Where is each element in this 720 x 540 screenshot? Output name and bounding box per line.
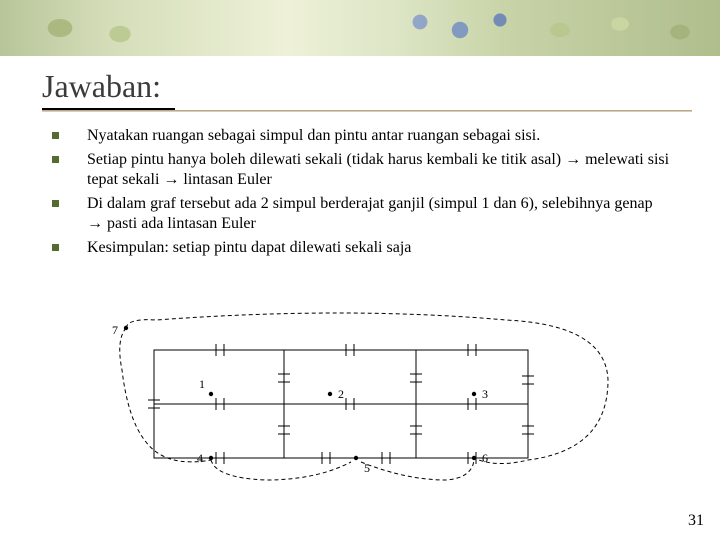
- bullet-icon: [52, 132, 59, 139]
- bullet-text: Di dalam graf tersebut ada 2 simpul berd…: [87, 194, 672, 234]
- svg-text:6: 6: [482, 451, 488, 465]
- bullet-text: Nyatakan ruangan sebagai simpul dan pint…: [87, 126, 540, 146]
- svg-text:1: 1: [199, 377, 205, 391]
- svg-text:3: 3: [482, 387, 488, 401]
- list-item: Di dalam graf tersebut ada 2 simpul berd…: [52, 194, 672, 234]
- bullet-icon: [52, 200, 59, 207]
- euler-graph-diagram: 7 1 2 3 4 5 6: [96, 310, 636, 485]
- list-item: Kesimpulan: setiap pintu dapat dilewati …: [52, 238, 672, 258]
- page-title: Jawaban:: [42, 68, 161, 105]
- page-number: 31: [688, 512, 704, 530]
- bullet-list: Nyatakan ruangan sebagai simpul dan pint…: [52, 126, 672, 262]
- bullet-text: Setiap pintu hanya boleh dilewati sekali…: [87, 150, 672, 190]
- title-underline-light: [42, 110, 692, 111]
- list-item: Nyatakan ruangan sebagai simpul dan pint…: [52, 126, 672, 146]
- decorative-banner: [0, 0, 720, 56]
- bullet-icon: [52, 244, 59, 251]
- svg-text:5: 5: [364, 461, 370, 475]
- bullet-icon: [52, 156, 59, 163]
- svg-text:4: 4: [197, 451, 203, 465]
- svg-text:2: 2: [338, 387, 344, 401]
- list-item: Setiap pintu hanya boleh dilewati sekali…: [52, 150, 672, 190]
- svg-text:7: 7: [112, 323, 118, 337]
- bullet-text: Kesimpulan: setiap pintu dapat dilewati …: [87, 238, 411, 258]
